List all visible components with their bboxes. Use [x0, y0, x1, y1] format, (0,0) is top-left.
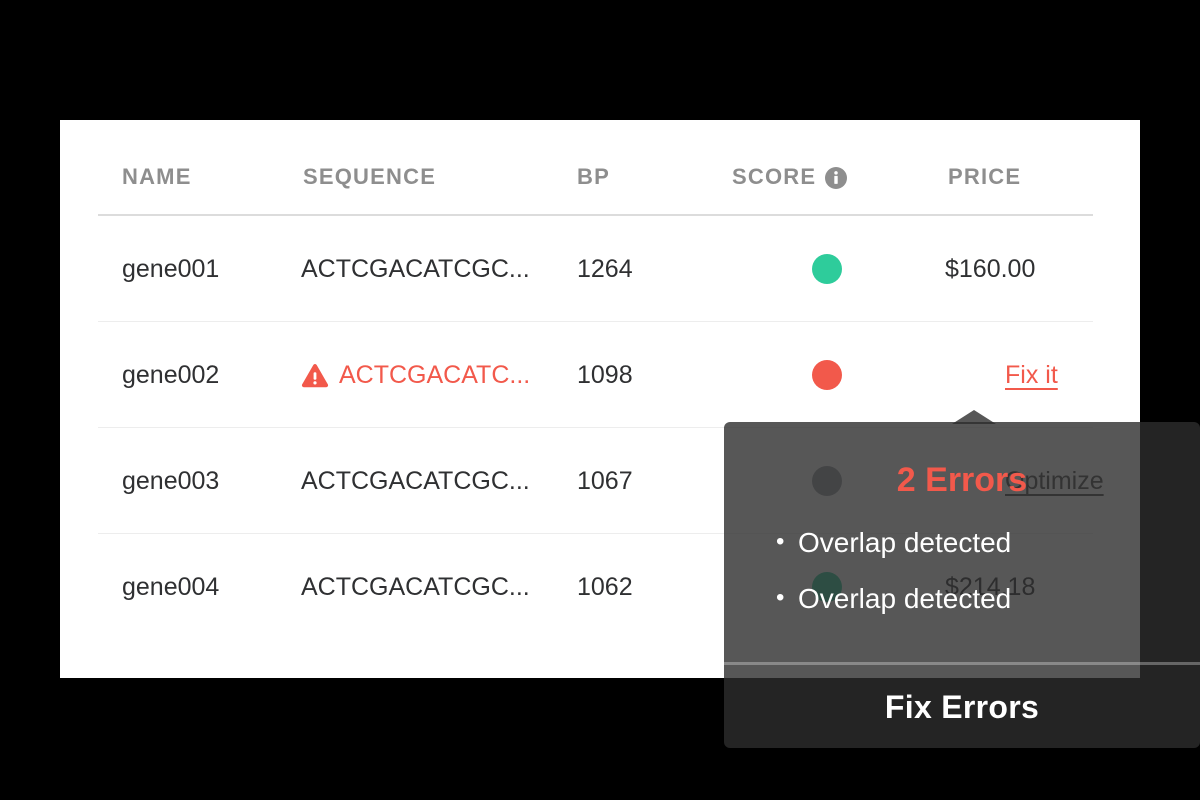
cell-name: gene004: [122, 573, 220, 601]
cell-sequence: ACTCGACATCGC...: [301, 573, 530, 601]
cell-name: gene002: [122, 361, 220, 389]
fix-errors-label: Fix Errors: [884, 688, 1040, 725]
gene-table: NAME SEQUENCE BP SCORE PRICE gene001: [60, 120, 1140, 678]
column-header-sequence[interactable]: SEQUENCE: [303, 164, 437, 189]
cell-bp: 1098: [577, 361, 633, 389]
row-divider: [98, 533, 1093, 534]
cell-sequence-group: ACTCGACATCGC...: [301, 466, 530, 496]
cell-sequence: ACTCGACATCGC...: [301, 467, 530, 495]
fix-errors-button[interactable]: Fix Errors: [724, 665, 1200, 748]
column-header-name[interactable]: NAME: [122, 164, 192, 189]
tooltip-arrow: [952, 410, 996, 424]
cell-sequence: ACTCGACATC...: [339, 361, 531, 389]
table-row[interactable]: gene001 ACTCGACATCGC... 1264 $160.00: [60, 216, 1140, 322]
list-item: Overlap detected: [758, 581, 1166, 616]
column-header-score[interactable]: SCORE: [732, 164, 817, 189]
cell-price: $160.00: [945, 255, 1036, 283]
cell-sequence-group: ACTCGACATC...: [301, 360, 530, 390]
table-header-row: NAME SEQUENCE BP SCORE PRICE: [60, 120, 1140, 214]
list-item: Overlap detected: [758, 525, 1166, 560]
cell-bp: 1264: [577, 255, 633, 283]
row-divider: [98, 321, 1093, 322]
cell-sequence-group: ACTCGACATCGC...: [301, 254, 530, 284]
warning-triangle-icon: [301, 363, 329, 389]
fix-it-link[interactable]: Fix it: [1005, 361, 1058, 389]
error-tooltip: 2 Errors Overlap detected Overlap detect…: [724, 422, 1200, 748]
column-header-bp[interactable]: BP: [577, 164, 610, 189]
column-header-price[interactable]: PRICE: [948, 164, 1022, 189]
error-list: Overlap detected Overlap detected: [758, 525, 1166, 616]
score-dot: [812, 254, 842, 284]
header-divider: [98, 214, 1093, 216]
table-row[interactable]: gene002 ACTCGACATC... 1098 Fix it: [60, 322, 1140, 428]
cell-sequence: ACTCGACATCGC...: [301, 255, 530, 283]
tooltip-divider: [724, 662, 1200, 665]
cell-name: gene003: [122, 467, 220, 495]
cell-sequence-group: ACTCGACATCGC...: [301, 572, 530, 602]
cell-bp: 1067: [577, 467, 633, 495]
gene-table-card: NAME SEQUENCE BP SCORE PRICE gene001: [60, 120, 1140, 678]
info-icon[interactable]: [825, 167, 848, 189]
row-divider: [98, 427, 1093, 428]
tooltip-body: 2 Errors Overlap detected Overlap detect…: [724, 422, 1200, 662]
cell-name: gene001: [122, 255, 220, 283]
score-dot: [812, 360, 842, 390]
column-header-score-group[interactable]: SCORE: [732, 164, 848, 190]
cell-bp: 1062: [577, 573, 633, 601]
error-count-title: 2 Errors: [896, 461, 1028, 499]
